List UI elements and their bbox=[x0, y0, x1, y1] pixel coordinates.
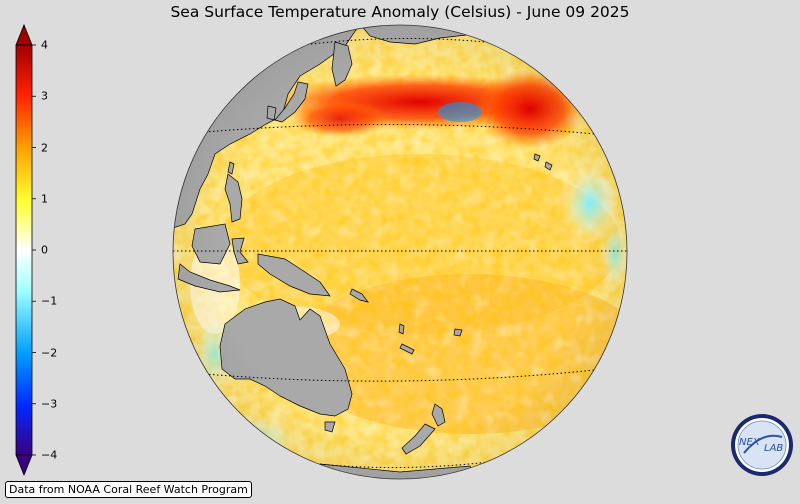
colorbar-top-arrow bbox=[15, 23, 33, 46]
colorbar-tick-label: 2 bbox=[41, 141, 48, 154]
logo-text-left: NEX bbox=[739, 437, 761, 448]
logo-core bbox=[737, 420, 787, 470]
globe-shading bbox=[173, 25, 627, 479]
data-credit: Data from NOAA Coral Reef Watch Program bbox=[5, 481, 252, 498]
nexlab-logo-icon: NEX LAB bbox=[730, 413, 794, 477]
colorbar-tick-label: 4 bbox=[41, 38, 48, 52]
colorbar-tick-label: 0 bbox=[41, 243, 48, 257]
globe-outline bbox=[172, 24, 628, 480]
logo-text-right: LAB bbox=[764, 443, 783, 454]
colorbar-tick-label: −1 bbox=[41, 294, 58, 308]
globe bbox=[170, 24, 630, 484]
colorbar-tick-label: −2 bbox=[41, 346, 58, 359]
colorbar-graphic bbox=[15, 23, 36, 477]
colorbar-tick-label: 1 bbox=[41, 192, 48, 206]
map-title: Sea Surface Temperature Anomaly (Celsius… bbox=[170, 3, 630, 21]
colorbar-tick-label: 3 bbox=[41, 89, 48, 103]
globe-map bbox=[172, 24, 628, 480]
colorbar-scale bbox=[15, 44, 33, 456]
colorbar-tick-label: −4 bbox=[41, 448, 58, 462]
logo-graphic: NEX LAB bbox=[731, 414, 793, 476]
logo-swoosh bbox=[743, 434, 783, 454]
colorbar: 4 3 2 1 0 −1 −2 −3 −4 bbox=[0, 0, 70, 500]
colorbar-tick-label: −3 bbox=[41, 397, 58, 411]
colorbar-bottom-arrow bbox=[15, 454, 33, 477]
colorbar-ticks bbox=[32, 44, 36, 456]
